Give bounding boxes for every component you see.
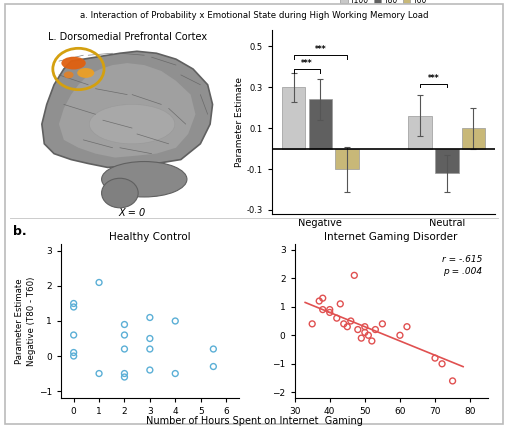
Text: L. Dorsomedial Prefrontal Cortex: L. Dorsomedial Prefrontal Cortex — [48, 32, 207, 42]
Point — [449, 377, 457, 384]
Point — [120, 321, 129, 328]
Point — [396, 332, 404, 339]
Point — [350, 272, 358, 279]
Point — [431, 355, 439, 362]
Text: ***: *** — [314, 45, 326, 54]
Title: Internet Gaming Disorder: Internet Gaming Disorder — [325, 232, 458, 242]
Ellipse shape — [77, 68, 94, 78]
Point — [120, 332, 129, 339]
Bar — [282, 87, 305, 149]
Text: ***: *** — [301, 59, 313, 68]
Point — [120, 374, 129, 380]
Point — [333, 315, 341, 321]
Bar — [308, 99, 332, 149]
Text: Number of Hours Spent on Internet  Gaming: Number of Hours Spent on Internet Gaming — [146, 416, 362, 426]
Point — [70, 300, 78, 307]
Point — [120, 345, 129, 352]
Point — [378, 321, 387, 327]
Y-axis label: Parameter Estimate
Negative (T80 - T60): Parameter Estimate Negative (T80 - T60) — [15, 276, 36, 366]
Ellipse shape — [61, 56, 86, 69]
Point — [95, 370, 103, 377]
Point — [70, 353, 78, 360]
Polygon shape — [42, 51, 212, 167]
Bar — [435, 149, 459, 173]
Polygon shape — [59, 63, 196, 158]
Point — [403, 323, 411, 330]
Point — [354, 326, 362, 333]
Point — [361, 323, 369, 330]
Point — [209, 363, 217, 370]
Text: ***: *** — [428, 74, 439, 83]
Point — [308, 321, 316, 327]
Bar — [462, 128, 485, 149]
Point — [438, 360, 446, 367]
Point — [95, 279, 103, 286]
Y-axis label: Parameter Estimate: Parameter Estimate — [235, 77, 244, 167]
Point — [209, 345, 217, 352]
Point — [336, 300, 344, 307]
Point — [326, 309, 334, 316]
Point — [120, 370, 129, 377]
Point — [357, 335, 365, 342]
Point — [343, 323, 352, 330]
Point — [70, 332, 78, 339]
Point — [364, 332, 372, 339]
Ellipse shape — [102, 161, 187, 197]
Text: r = -.615
p = .004: r = -.615 p = .004 — [441, 255, 482, 276]
Point — [70, 349, 78, 356]
Point — [146, 314, 154, 321]
Point — [146, 335, 154, 342]
Title: Healthy Control: Healthy Control — [109, 232, 190, 242]
Point — [361, 329, 369, 336]
Point — [326, 306, 334, 313]
Point — [368, 338, 376, 345]
Point — [171, 370, 179, 377]
Text: X = 0: X = 0 — [118, 208, 146, 218]
Point — [146, 345, 154, 352]
Point — [315, 297, 323, 304]
Ellipse shape — [89, 104, 175, 144]
Bar — [408, 116, 432, 149]
Ellipse shape — [102, 178, 138, 208]
Legend: T100, T80, T60: T100, T80, T60 — [337, 0, 430, 9]
Text: a. Interaction of Probability x Emotional State during High Working Memory Load: a. Interaction of Probability x Emotiona… — [80, 11, 428, 20]
Ellipse shape — [64, 71, 74, 78]
Point — [70, 303, 78, 310]
Text: b.: b. — [13, 225, 26, 238]
Point — [340, 321, 348, 327]
Point — [371, 326, 379, 333]
Bar — [335, 149, 359, 169]
Point — [347, 318, 355, 324]
Point — [319, 306, 327, 313]
Point — [146, 367, 154, 374]
Point — [319, 295, 327, 302]
Point — [171, 318, 179, 324]
